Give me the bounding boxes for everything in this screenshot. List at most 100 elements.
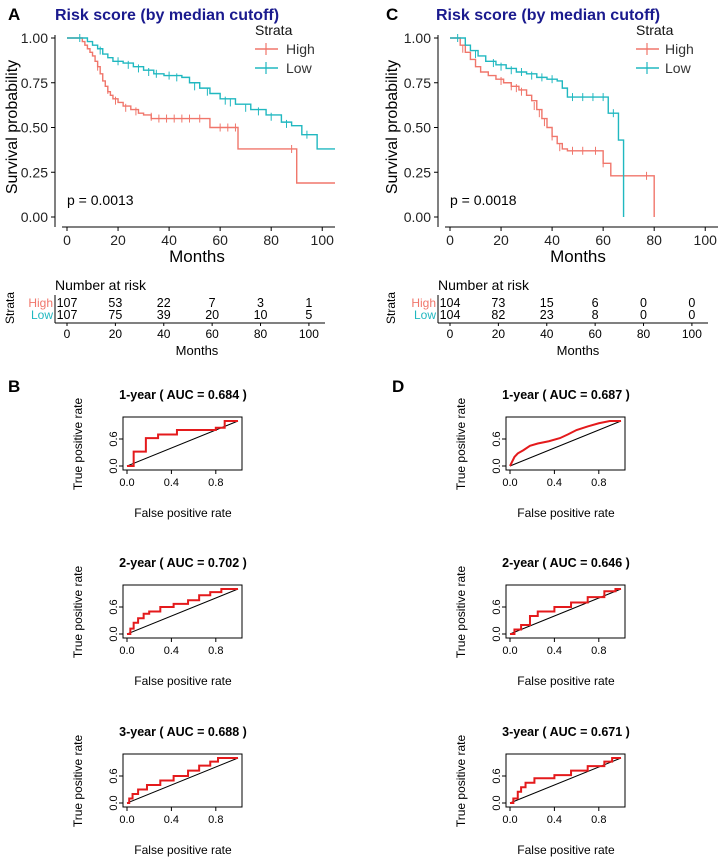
roc-ylabel-b2: True positive rate bbox=[71, 566, 85, 659]
panel-a: A Risk score (by median cutoff) Strata H… bbox=[3, 5, 335, 358]
legend-label-low-c: Low bbox=[665, 60, 692, 76]
x-tick-label: 0.8 bbox=[208, 814, 223, 826]
risk-row-label-low: Low bbox=[414, 308, 436, 322]
risk-count-high: 0 bbox=[640, 296, 647, 310]
risk-count-low: 8 bbox=[592, 308, 599, 322]
x-tick-label: 40 bbox=[544, 232, 560, 248]
roc-xlabel-d1: False positive rate bbox=[517, 506, 615, 520]
roc-ylabel-d3: True positive rate bbox=[454, 735, 468, 828]
panel-label-b: B bbox=[8, 377, 20, 396]
risk-count-low: 0 bbox=[688, 308, 695, 322]
reference-diagonal bbox=[509, 420, 622, 467]
y-tick-label: 0.50 bbox=[21, 120, 48, 136]
y-tick-label: 0.6 bbox=[108, 431, 120, 446]
risk-x-tick-label: 0 bbox=[64, 327, 71, 341]
risk-xlabel-c: Months bbox=[557, 343, 600, 358]
risk-count-high: 0 bbox=[688, 296, 695, 310]
x-tick-label: 0.0 bbox=[119, 814, 134, 826]
pvalue-c: p = 0.0018 bbox=[450, 192, 517, 208]
plot-frame bbox=[122, 584, 243, 639]
roc-curve bbox=[127, 420, 238, 467]
x-tick-label: 0.4 bbox=[547, 814, 562, 826]
reference-diagonal bbox=[126, 588, 239, 635]
y-tick-label: 0.0 bbox=[491, 458, 503, 473]
roc-title-d1: 1-year ( AUC = 0.687 ) bbox=[502, 388, 630, 402]
roc-d-3: 3-year ( AUC = 0.671 ) True positive rat… bbox=[454, 725, 630, 857]
x-tick-label: 20 bbox=[110, 232, 126, 248]
legend-label-high-c: High bbox=[665, 41, 694, 57]
roc-curve bbox=[510, 757, 621, 804]
x-tick-label: 0.8 bbox=[208, 477, 223, 489]
plot-frame bbox=[505, 416, 626, 471]
y-tick-label: 0.0 bbox=[108, 795, 120, 810]
risk-row-label-high: High bbox=[28, 296, 53, 310]
risk-count-low: 82 bbox=[491, 308, 505, 322]
roc-xlabel-b2: False positive rate bbox=[134, 674, 232, 688]
x-tick-label: 0.4 bbox=[164, 477, 179, 489]
x-tick-label: 60 bbox=[595, 232, 611, 248]
y-tick-label: 0.6 bbox=[108, 599, 120, 614]
x-tick-label: 0.0 bbox=[119, 477, 134, 489]
y-tick-label: 0.0 bbox=[108, 458, 120, 473]
panel-label-a: A bbox=[8, 5, 20, 24]
plot-frame bbox=[122, 416, 243, 471]
roc-title-d3: 3-year ( AUC = 0.671 ) bbox=[502, 725, 630, 739]
x-tick-label: 40 bbox=[161, 232, 177, 248]
risk-count-low: 75 bbox=[108, 308, 122, 322]
risk-count-low: 10 bbox=[254, 308, 268, 322]
y-tick-label: 0.6 bbox=[491, 768, 503, 783]
panel-label-c: C bbox=[386, 5, 398, 24]
risk-x-tick-label: 40 bbox=[540, 327, 554, 341]
roc-b-2: 2-year ( AUC = 0.702 ) True positive rat… bbox=[71, 556, 247, 688]
risk-x-tick-label: 20 bbox=[109, 327, 123, 341]
roc-ylabel-b3: True positive rate bbox=[71, 735, 85, 828]
risk-table-a: High 107 53 22 7 3 1 Low 107 75 39 20 10 5 0 20 40 60 80 10… bbox=[28, 295, 325, 341]
plot-frame bbox=[122, 753, 243, 808]
risk-count-high: 3 bbox=[257, 296, 264, 310]
x-tick-label: 100 bbox=[694, 232, 718, 248]
risk-xlabel-a: Months bbox=[176, 343, 219, 358]
roc-plot-b3: 0.0 0.4 0.8 0.0 0.6 bbox=[108, 753, 243, 826]
x-tick-label: 0.4 bbox=[547, 645, 562, 657]
risk-count-low: 23 bbox=[540, 308, 554, 322]
risk-x-tick-label: 40 bbox=[157, 327, 171, 341]
y-tick-label: 0.00 bbox=[21, 209, 48, 225]
roc-ylabel-d1: True positive rate bbox=[454, 398, 468, 491]
roc-curve bbox=[510, 588, 621, 635]
risk-x-tick-label: 100 bbox=[299, 327, 319, 341]
risk-count-high: 7 bbox=[209, 296, 216, 310]
km-curve-low bbox=[67, 37, 335, 150]
risk-title-a: Number at risk bbox=[55, 277, 147, 293]
risk-count-high: 53 bbox=[108, 296, 122, 310]
y-tick-label: 0.6 bbox=[491, 599, 503, 614]
risk-count-low: 39 bbox=[157, 308, 171, 322]
roc-title-b1: 1-year ( AUC = 0.684 ) bbox=[119, 388, 247, 402]
y-tick-label: 0.6 bbox=[108, 768, 120, 783]
km-xlabel-c: Months bbox=[550, 247, 606, 266]
x-tick-label: 0 bbox=[63, 232, 71, 248]
roc-d-2: 2-year ( AUC = 0.646 ) True positive rat… bbox=[454, 556, 630, 688]
x-tick-label: 80 bbox=[646, 232, 662, 248]
y-tick-label: 0.25 bbox=[21, 164, 48, 180]
roc-b-3: 3-year ( AUC = 0.688 ) True positive rat… bbox=[71, 725, 247, 857]
roc-title-b3: 3-year ( AUC = 0.688 ) bbox=[119, 725, 247, 739]
legend-label-low-a: Low bbox=[286, 60, 313, 76]
roc-plot-b2: 0.0 0.4 0.8 0.0 0.6 bbox=[108, 584, 243, 657]
km-plot-a: 0 20 40 60 80 100 0.00 0.25 0.50 0.75 1.00 bbox=[21, 30, 335, 248]
roc-plot-d2: 0.0 0.4 0.8 0.0 0.6 bbox=[491, 584, 626, 657]
x-tick-label: 60 bbox=[212, 232, 228, 248]
risk-x-tick-label: 80 bbox=[254, 327, 268, 341]
risk-row-label-low: Low bbox=[31, 308, 53, 322]
plot-frame bbox=[505, 584, 626, 639]
y-tick-label: 0.0 bbox=[491, 626, 503, 641]
y-tick-label: 0.75 bbox=[404, 75, 431, 91]
risk-row-label-high: High bbox=[411, 296, 436, 310]
risk-count-high: 107 bbox=[57, 296, 78, 310]
x-tick-label: 0.8 bbox=[591, 477, 606, 489]
risk-count-high: 22 bbox=[157, 296, 171, 310]
legend-title-c: Strata bbox=[636, 22, 674, 38]
y-tick-label: 0.6 bbox=[491, 431, 503, 446]
roc-plot-d1: 0.0 0.4 0.8 0.0 0.6 bbox=[491, 416, 626, 489]
roc-plot-d3: 0.0 0.4 0.8 0.0 0.6 bbox=[491, 753, 626, 826]
x-tick-label: 0.0 bbox=[119, 645, 134, 657]
